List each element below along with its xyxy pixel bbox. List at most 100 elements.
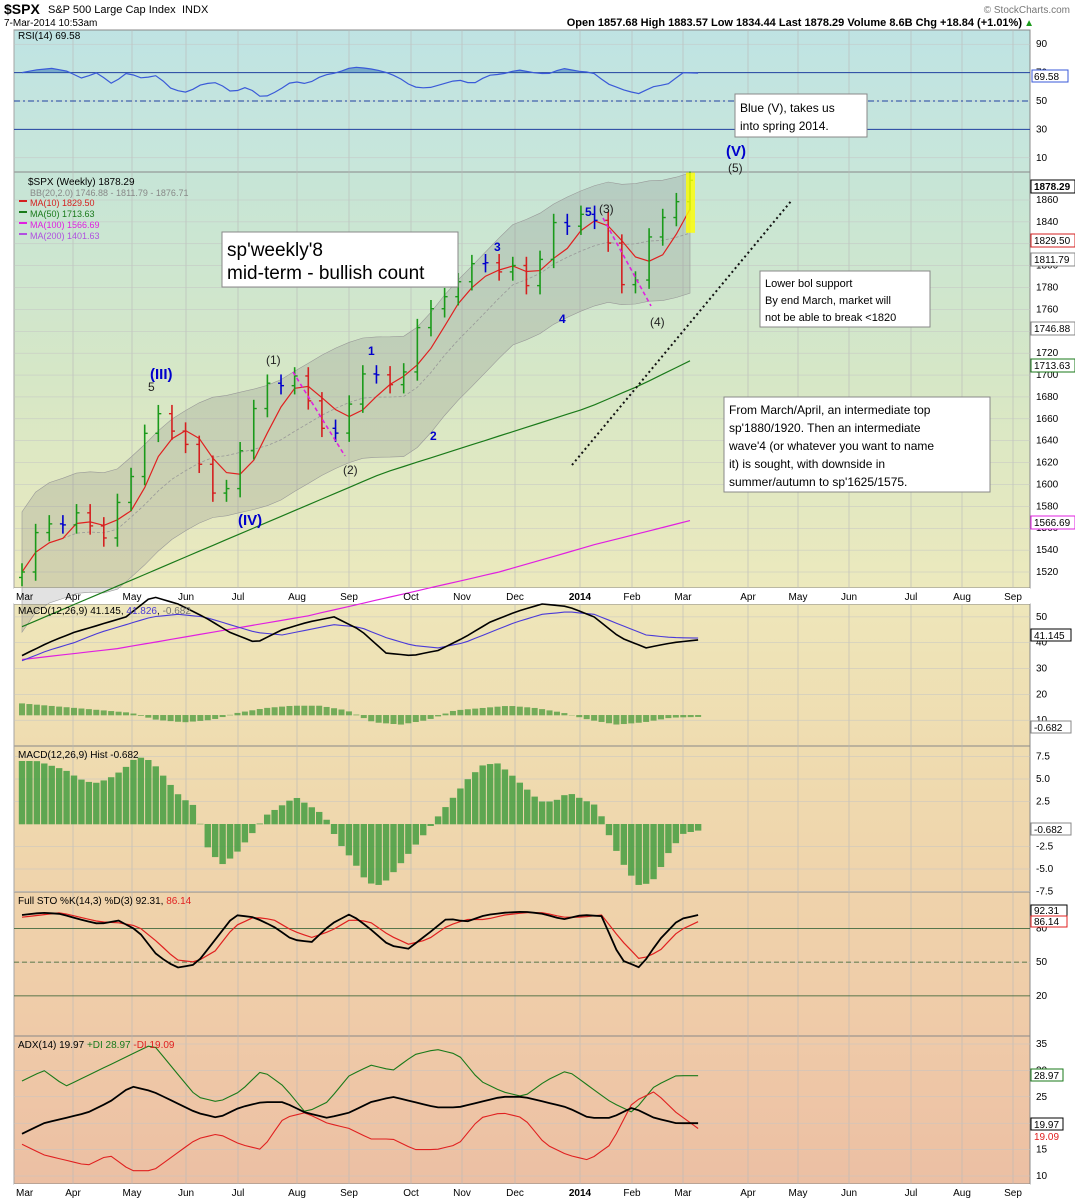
month-label: Apr [740, 1188, 756, 1199]
note-blue-v-line-2: into spring 2014. [740, 119, 829, 133]
macd-tick: 40 [1036, 638, 1048, 649]
ma100-line [21, 520, 691, 661]
macd-hist-bar [93, 709, 100, 716]
wave-4: 4 [559, 312, 566, 326]
hist-bar [219, 824, 226, 865]
macd-hist-label: -0.682 [1034, 723, 1063, 734]
chart-date: 7-Mar-2014 10:53am [4, 18, 97, 29]
hist-bar [538, 801, 546, 825]
exchange: INDX [182, 4, 209, 16]
hist-bar [516, 782, 524, 825]
month-label: Mar [16, 1188, 34, 1199]
month-label: Sep [1004, 1188, 1022, 1199]
wave-4-paren: (4) [650, 315, 665, 329]
price-bar [564, 213, 571, 235]
hist-bar [434, 816, 442, 825]
wave-5b: 5 [585, 205, 592, 219]
rsi-last-tag [1031, 69, 1069, 83]
macd-hist-bar [167, 715, 174, 722]
macd-hist-bar [635, 715, 642, 723]
rsi-line [21, 66, 699, 97]
ma50-line [21, 360, 691, 628]
price-bar [400, 363, 407, 394]
ma100-tag: 1566.69 [1034, 518, 1071, 529]
chart-header: $SPX S&P 500 Large Cap Index INDX 7-Mar-… [4, 1, 1070, 29]
month-label: Sep [340, 1188, 358, 1199]
macd-hist-bar [405, 715, 412, 724]
hist-bar [174, 794, 182, 825]
hist-bar [397, 824, 405, 864]
hist-bar [152, 766, 159, 825]
hist-bar [568, 794, 576, 825]
macd-panel [13, 603, 1031, 747]
macd-hist-bar [576, 715, 583, 718]
wave-3: 3 [494, 240, 501, 254]
hist-bar [635, 824, 642, 885]
price-legend: $SPX (Weekly) 1878.29 BB(20,2.0) 1746.88… [19, 177, 188, 241]
wave-1: 1 [368, 344, 375, 358]
legend-ma10: MA(10) 1829.50 [30, 198, 95, 208]
price-bar [605, 211, 612, 252]
price-bar [441, 287, 448, 318]
month-label: Jul [232, 592, 245, 603]
adx-pdi-tag [1030, 1068, 1064, 1082]
price-bar [278, 374, 285, 395]
macd-hist-bar [553, 711, 560, 716]
price-bar [387, 366, 394, 394]
adx-adx-tag [1030, 1117, 1064, 1131]
macd-hist-bar [665, 715, 672, 719]
macd-hist-bar [427, 715, 434, 719]
month-label: Sep [340, 592, 358, 603]
note-support-line-3: not be able to break <1820 [765, 312, 896, 324]
hist-bar [18, 761, 26, 825]
hist-bar [301, 802, 308, 825]
price-bar [100, 517, 107, 547]
month-label: Sep [1004, 592, 1022, 603]
month-label: Nov [453, 1188, 471, 1199]
price-bar [496, 253, 503, 281]
hist-bar [241, 824, 249, 843]
sto-plot [14, 910, 1030, 997]
adx-tick: 10 [1036, 1171, 1048, 1182]
wave-2: 2 [430, 429, 437, 443]
hist-bar [353, 824, 360, 866]
macd-hist-bar [189, 715, 196, 722]
hist-bar [115, 772, 122, 825]
hist-bar [85, 781, 93, 825]
last-bar-highlight [686, 172, 695, 233]
price-bar [482, 253, 489, 273]
month-label: Jul [905, 592, 918, 603]
wave-III: (III) [150, 366, 173, 383]
annotation-title: sp'weekly'8 mid-term - bullish count [221, 231, 459, 288]
macd-hist-bar [219, 715, 226, 718]
month-label: 2014 [569, 1188, 592, 1199]
macd-hist-bar [137, 715, 144, 716]
price-bar [414, 318, 421, 381]
sto-tick: 50 [1036, 957, 1048, 968]
macd-hist-bar [48, 705, 55, 716]
macd-hist-bar [19, 703, 25, 716]
hist-tick: 2.5 [1036, 797, 1050, 808]
macd-hist-bar [472, 708, 479, 716]
month-label: Feb [623, 592, 641, 603]
hist-bar [226, 824, 234, 859]
macd-hist-bar [412, 715, 419, 723]
hist-bar [159, 775, 167, 825]
hist-bar [189, 804, 197, 825]
price-panel [13, 171, 1031, 589]
macd-hist-bar [301, 705, 308, 716]
hist-bar [628, 824, 635, 876]
price-bar [182, 422, 189, 454]
month-label: Dec [506, 1188, 524, 1199]
macd-legend: MACD(12,26,9) 41.145, 41.826, -0.682 [18, 606, 191, 617]
macd-hist-bar [41, 705, 48, 716]
wave-3-paren: (3) [599, 202, 614, 216]
hist-bar [130, 759, 137, 825]
price-tick: 1600 [1036, 479, 1059, 490]
month-label: May [123, 1188, 142, 1199]
price-bar [250, 399, 257, 460]
macd-hist-bar [115, 711, 122, 716]
month-label: Jun [841, 1188, 857, 1199]
price-bar [509, 256, 516, 281]
month-label: Mar [674, 1188, 692, 1199]
